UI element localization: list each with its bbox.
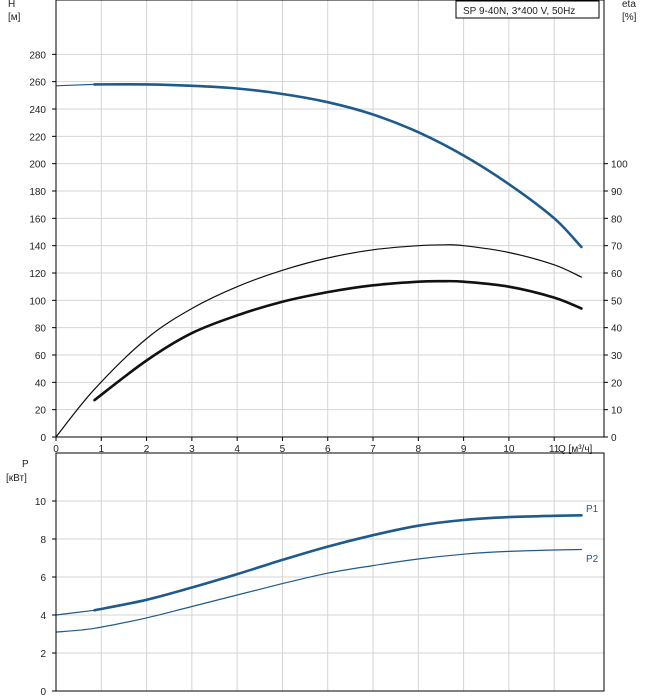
legend-p2: P2 <box>586 554 599 565</box>
y-tick-label: 180 <box>29 187 46 198</box>
x-tick-label: 4 <box>234 444 240 455</box>
power-y-tick-label: 6 <box>40 573 46 584</box>
series-P1 <box>93 514 583 612</box>
y2-tick-label: 70 <box>611 242 623 253</box>
title-box <box>455 0 600 19</box>
chart-title: SP 9-40N, 3*400 V, 50Hz <box>463 6 575 17</box>
power-chart-frame <box>55 452 605 692</box>
power-chart-series <box>55 514 583 633</box>
y2-tick-label: 0 <box>611 433 617 444</box>
y2-axis-unit: [%] <box>622 12 637 23</box>
y-tick-label: 0 <box>40 433 46 444</box>
x-tick-label: 9 <box>461 444 467 455</box>
series-efficiency <box>93 279 583 402</box>
y2-tick-label: 10 <box>611 406 623 417</box>
head-chart-grid <box>55 0 604 438</box>
x-tick-label: 11 <box>549 444 560 455</box>
y-tick-label: 260 <box>29 78 46 89</box>
y2-tick-label: 30 <box>611 351 623 362</box>
power-y-tick-label: 4 <box>40 611 46 622</box>
y-tick-label: 100 <box>29 296 46 307</box>
power-y-tick-label: 8 <box>40 535 46 546</box>
y2-axis-label: eta <box>622 0 636 10</box>
x-tick-label: 3 <box>189 444 195 455</box>
power-chart-grid <box>55 453 604 692</box>
series-P1_extension <box>55 609 96 616</box>
y2-tick-label: 90 <box>611 187 623 198</box>
series-P2 <box>55 548 582 633</box>
x-tick-label: 6 <box>325 444 331 455</box>
y2-tick-label: 80 <box>611 214 623 225</box>
power-y-tick-label: 10 <box>35 497 47 508</box>
x-axis-label: Q [м³/ч] <box>558 444 593 455</box>
x-tick-label: 0 <box>53 444 59 455</box>
power-y-tick-label: 2 <box>40 649 46 660</box>
y-axis-unit: [м] <box>8 12 21 23</box>
y-tick-label: 240 <box>29 105 46 116</box>
y-tick-label: 40 <box>35 378 47 389</box>
y-tick-label: 20 <box>35 406 47 417</box>
y2-tick-label: 60 <box>611 269 623 280</box>
legend-p1: P1 <box>586 504 599 515</box>
x-tick-label: 2 <box>144 444 150 455</box>
series-head <box>93 83 583 249</box>
power-axis-label: P <box>22 459 29 470</box>
y2-tick-label: 50 <box>611 296 623 307</box>
y2-tick-label: 40 <box>611 324 623 335</box>
y-tick-label: 60 <box>35 351 47 362</box>
x-tick-label: 10 <box>503 444 515 455</box>
power-axis-unit: [кВт] <box>6 473 27 484</box>
y2-tick-label: 100 <box>611 160 628 171</box>
power-chart-ticks: 0 2 4 6 8 10 <box>35 497 56 698</box>
x-tick-label: 1 <box>99 444 105 455</box>
x-tick-label: 5 <box>280 444 286 455</box>
y-axis-label: H <box>8 0 15 10</box>
y-tick-label: 120 <box>29 269 46 280</box>
x-tick-label: 7 <box>370 444 376 455</box>
y2-tick-label: 20 <box>611 378 623 389</box>
y-tick-label: 80 <box>35 324 47 335</box>
power-y-tick-label: 0 <box>40 687 46 698</box>
head-chart-ticks: 0 1 2 3 4 5 6 7 8 9 10 1102040608010012014016018020… <box>29 50 628 455</box>
y-tick-label: 140 <box>29 242 46 253</box>
y-tick-label: 200 <box>29 160 46 171</box>
y-tick-label: 160 <box>29 214 46 225</box>
y-tick-label: 220 <box>29 132 46 143</box>
series-head_extension <box>55 83 96 87</box>
y-tick-label: 280 <box>29 50 46 61</box>
head-chart-series <box>55 83 583 438</box>
series-efficiency_thin <box>55 244 582 438</box>
x-tick-label: 8 <box>416 444 422 455</box>
